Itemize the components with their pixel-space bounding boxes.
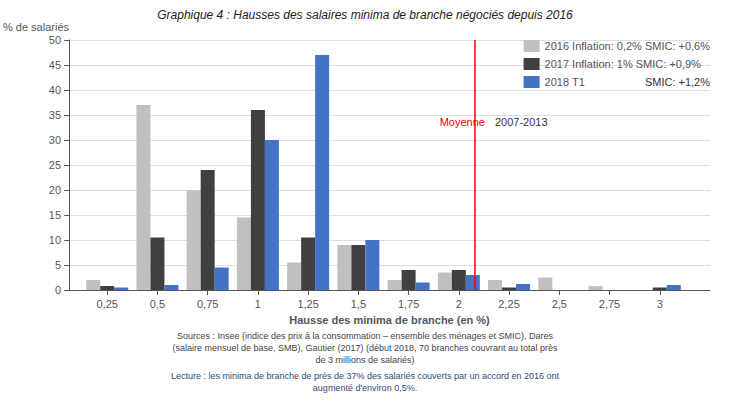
svg-text:2,75: 2,75 — [599, 298, 620, 310]
svg-text:Graphique 4 : Hausses des sala: Graphique 4 : Hausses des salaires minim… — [157, 8, 573, 22]
svg-text:1,25: 1,25 — [297, 298, 318, 310]
svg-text:0: 0 — [55, 284, 61, 296]
svg-text:2018 T1: 2018 T1 — [545, 76, 585, 88]
svg-text:3: 3 — [657, 298, 663, 310]
svg-text:0,5: 0,5 — [150, 298, 165, 310]
svg-text:15: 15 — [49, 209, 61, 221]
svg-text:Sources : Insee (indice des pr: Sources : Insee (indice des prix à la co… — [177, 331, 554, 341]
svg-text:20: 20 — [49, 184, 61, 196]
svg-text:10: 10 — [49, 234, 61, 246]
svg-text:Moyenne: Moyenne — [440, 116, 485, 128]
svg-text:2,5: 2,5 — [552, 298, 567, 310]
svg-text:2016 Inflation: 0,2% SMIC: +0,: 2016 Inflation: 0,2% SMIC: +0,6% — [545, 40, 711, 52]
svg-text:0,75: 0,75 — [197, 298, 218, 310]
svg-text:50: 50 — [49, 34, 61, 46]
svg-text:2: 2 — [456, 298, 462, 310]
svg-text:2017 Inflation: 1% SMIC: +0,9%: 2017 Inflation: 1% SMIC: +0,9% — [545, 58, 701, 70]
svg-text:1,5: 1,5 — [351, 298, 366, 310]
svg-text:30: 30 — [49, 134, 61, 146]
svg-text:2007-2013: 2007-2013 — [495, 116, 548, 128]
svg-text:Lecture : les minima de branch: Lecture : les minima de branche de près … — [171, 371, 560, 381]
svg-text:1,75: 1,75 — [398, 298, 419, 310]
svg-text:Hausse des minima de branche (: Hausse des minima de branche (en %) — [289, 314, 490, 326]
svg-text:(salaire mensuel de base, SMB): (salaire mensuel de base, SMB), Gautier … — [172, 343, 558, 353]
svg-text:2,25: 2,25 — [498, 298, 519, 310]
svg-text:45: 45 — [49, 59, 61, 71]
svg-text:40: 40 — [49, 84, 61, 96]
svg-text:0,25: 0,25 — [96, 298, 117, 310]
svg-text:5: 5 — [55, 259, 61, 271]
svg-text:1: 1 — [255, 298, 261, 310]
svg-text:de 3 millions de salariés): de 3 millions de salariés) — [315, 355, 414, 365]
svg-text:25: 25 — [49, 159, 61, 171]
svg-text:35: 35 — [49, 109, 61, 121]
svg-text:SMIC: +1,2%: SMIC: +1,2% — [645, 76, 710, 88]
svg-text:augmenté d'environ 0,5%.: augmenté d'environ 0,5%. — [313, 383, 417, 393]
svg-text:% de salariés: % de salariés — [3, 21, 70, 33]
